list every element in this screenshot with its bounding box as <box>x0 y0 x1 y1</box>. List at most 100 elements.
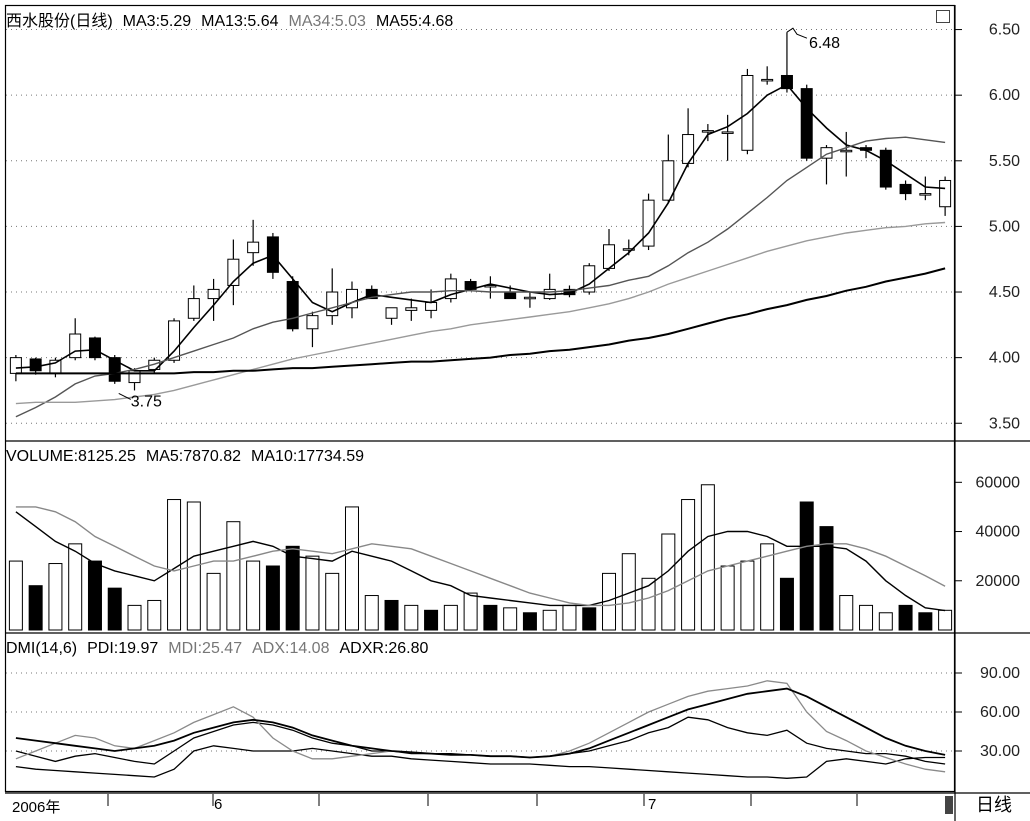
volume-bar <box>898 604 913 631</box>
candle-body <box>444 278 457 300</box>
y-tick-label: 4.50 <box>989 284 1020 301</box>
ma3-line <box>15 83 946 372</box>
volume-bar <box>87 560 102 631</box>
volume-bar <box>384 599 399 631</box>
candle-body <box>385 307 398 319</box>
volume-readout: VOLUME:8125.25 <box>6 448 136 465</box>
candle-body <box>425 302 438 311</box>
ma55-readout: MA55:4.68 <box>375 13 454 30</box>
volume-bar <box>681 499 696 631</box>
y-tick-label: 5.00 <box>989 218 1020 235</box>
period-button[interactable]: 日线 <box>976 795 1012 815</box>
y-tick-label: 30.00 <box>980 743 1020 760</box>
candle-body <box>840 149 853 153</box>
volume-bar <box>206 572 221 631</box>
y-tick-label: 5.50 <box>989 153 1020 170</box>
candle-body <box>899 183 912 195</box>
candle-body <box>800 88 813 159</box>
vol-ma5-readout: MA5:7870.82 <box>145 448 242 465</box>
candle-body <box>622 248 635 251</box>
ma55-line <box>15 267 946 375</box>
panel-toggle-icon[interactable] <box>936 10 950 23</box>
volume-bar <box>443 604 458 631</box>
candle-body <box>879 149 892 188</box>
volume-bar <box>700 484 715 631</box>
ma13-readout: MA13:5.64 <box>201 13 279 30</box>
y-tick-label: 90.00 <box>980 665 1020 682</box>
candle-body <box>721 131 734 134</box>
scroll-handle[interactable] <box>945 796 953 814</box>
volume-bar <box>799 501 814 631</box>
volume-bar <box>819 526 834 631</box>
volume-bar <box>127 604 142 631</box>
adxr-line <box>15 687 946 759</box>
volume-bar <box>740 560 755 631</box>
volume-panel-header: VOLUME:8125.25 MA5:7870.82 MA10:17734.59 <box>6 448 374 466</box>
candle-body <box>88 337 101 359</box>
y-tick-label: 60.00 <box>980 704 1020 721</box>
volume-bar <box>621 553 636 631</box>
adx-line <box>15 680 946 773</box>
volume-bar <box>305 555 320 631</box>
candle-body <box>919 193 932 196</box>
volume-bar <box>641 577 656 631</box>
volume-bar <box>720 565 735 631</box>
candle-body <box>187 298 200 319</box>
candle-body <box>326 291 339 317</box>
candle-body <box>523 296 536 300</box>
volume-bar <box>779 577 794 631</box>
candle-body <box>227 258 240 286</box>
volume-bar <box>918 612 933 631</box>
volume-bar <box>265 565 280 631</box>
candle-body <box>207 288 220 300</box>
volume-bar <box>285 545 300 631</box>
volume-bar <box>226 521 241 631</box>
volume-bar <box>522 612 537 631</box>
volume-bar <box>68 543 83 631</box>
dmi-label: DMI(14,6) <box>6 640 78 657</box>
y-tick-label: 6.00 <box>989 87 1020 104</box>
adx-readout: ADX:14.08 <box>252 640 330 657</box>
high-label: 6.48 <box>809 35 840 52</box>
volume-bar <box>859 604 874 631</box>
volume-bar <box>147 599 162 631</box>
volume-bar <box>483 604 498 631</box>
adxr-readout: ADXR:26.80 <box>339 640 429 657</box>
x-label-july: 7 <box>648 796 657 813</box>
volume-bar <box>582 607 597 631</box>
volume-bar <box>107 587 122 631</box>
x-label-june: 6 <box>214 796 223 813</box>
candle-body <box>662 160 675 201</box>
ma34-line <box>15 221 946 405</box>
volume-bar <box>463 592 478 631</box>
volume-bar <box>562 604 577 631</box>
candle-body <box>168 320 181 361</box>
candle-body <box>761 78 774 82</box>
candle-body <box>405 307 418 311</box>
mdi-line <box>15 745 946 779</box>
volume-bar <box>167 499 182 631</box>
candle-body <box>563 288 576 296</box>
volume-bar <box>325 572 340 631</box>
candle-body <box>939 179 952 208</box>
volume-bar <box>878 612 893 631</box>
dmi-panel-header: DMI(14,6) PDI:19.97 MDI:25.47 ADX:14.08 ADXR… <box>6 640 438 658</box>
volume-bar <box>344 506 359 631</box>
price-panel-header: 西水股份(日线) MA3:5.29 MA13:5.64 MA34:5.03 MA55:4… <box>6 7 463 31</box>
ma13-line <box>15 136 946 418</box>
candle-body <box>504 291 517 300</box>
volume-bar <box>246 560 261 631</box>
volume-bar <box>48 563 63 631</box>
low-label: 3.75 <box>131 393 162 410</box>
candle-body <box>108 357 121 382</box>
y-tick-label: 3.50 <box>989 415 1020 432</box>
y-tick-label: 20000 <box>976 573 1021 590</box>
x-label-year: 2006年 <box>12 799 61 816</box>
pdi-readout: PDI:19.97 <box>87 640 159 657</box>
candle-body <box>9 357 22 374</box>
volume-bar <box>503 607 518 631</box>
volume-bar <box>938 609 953 631</box>
candle-body <box>306 315 319 330</box>
candle-body <box>642 199 655 247</box>
